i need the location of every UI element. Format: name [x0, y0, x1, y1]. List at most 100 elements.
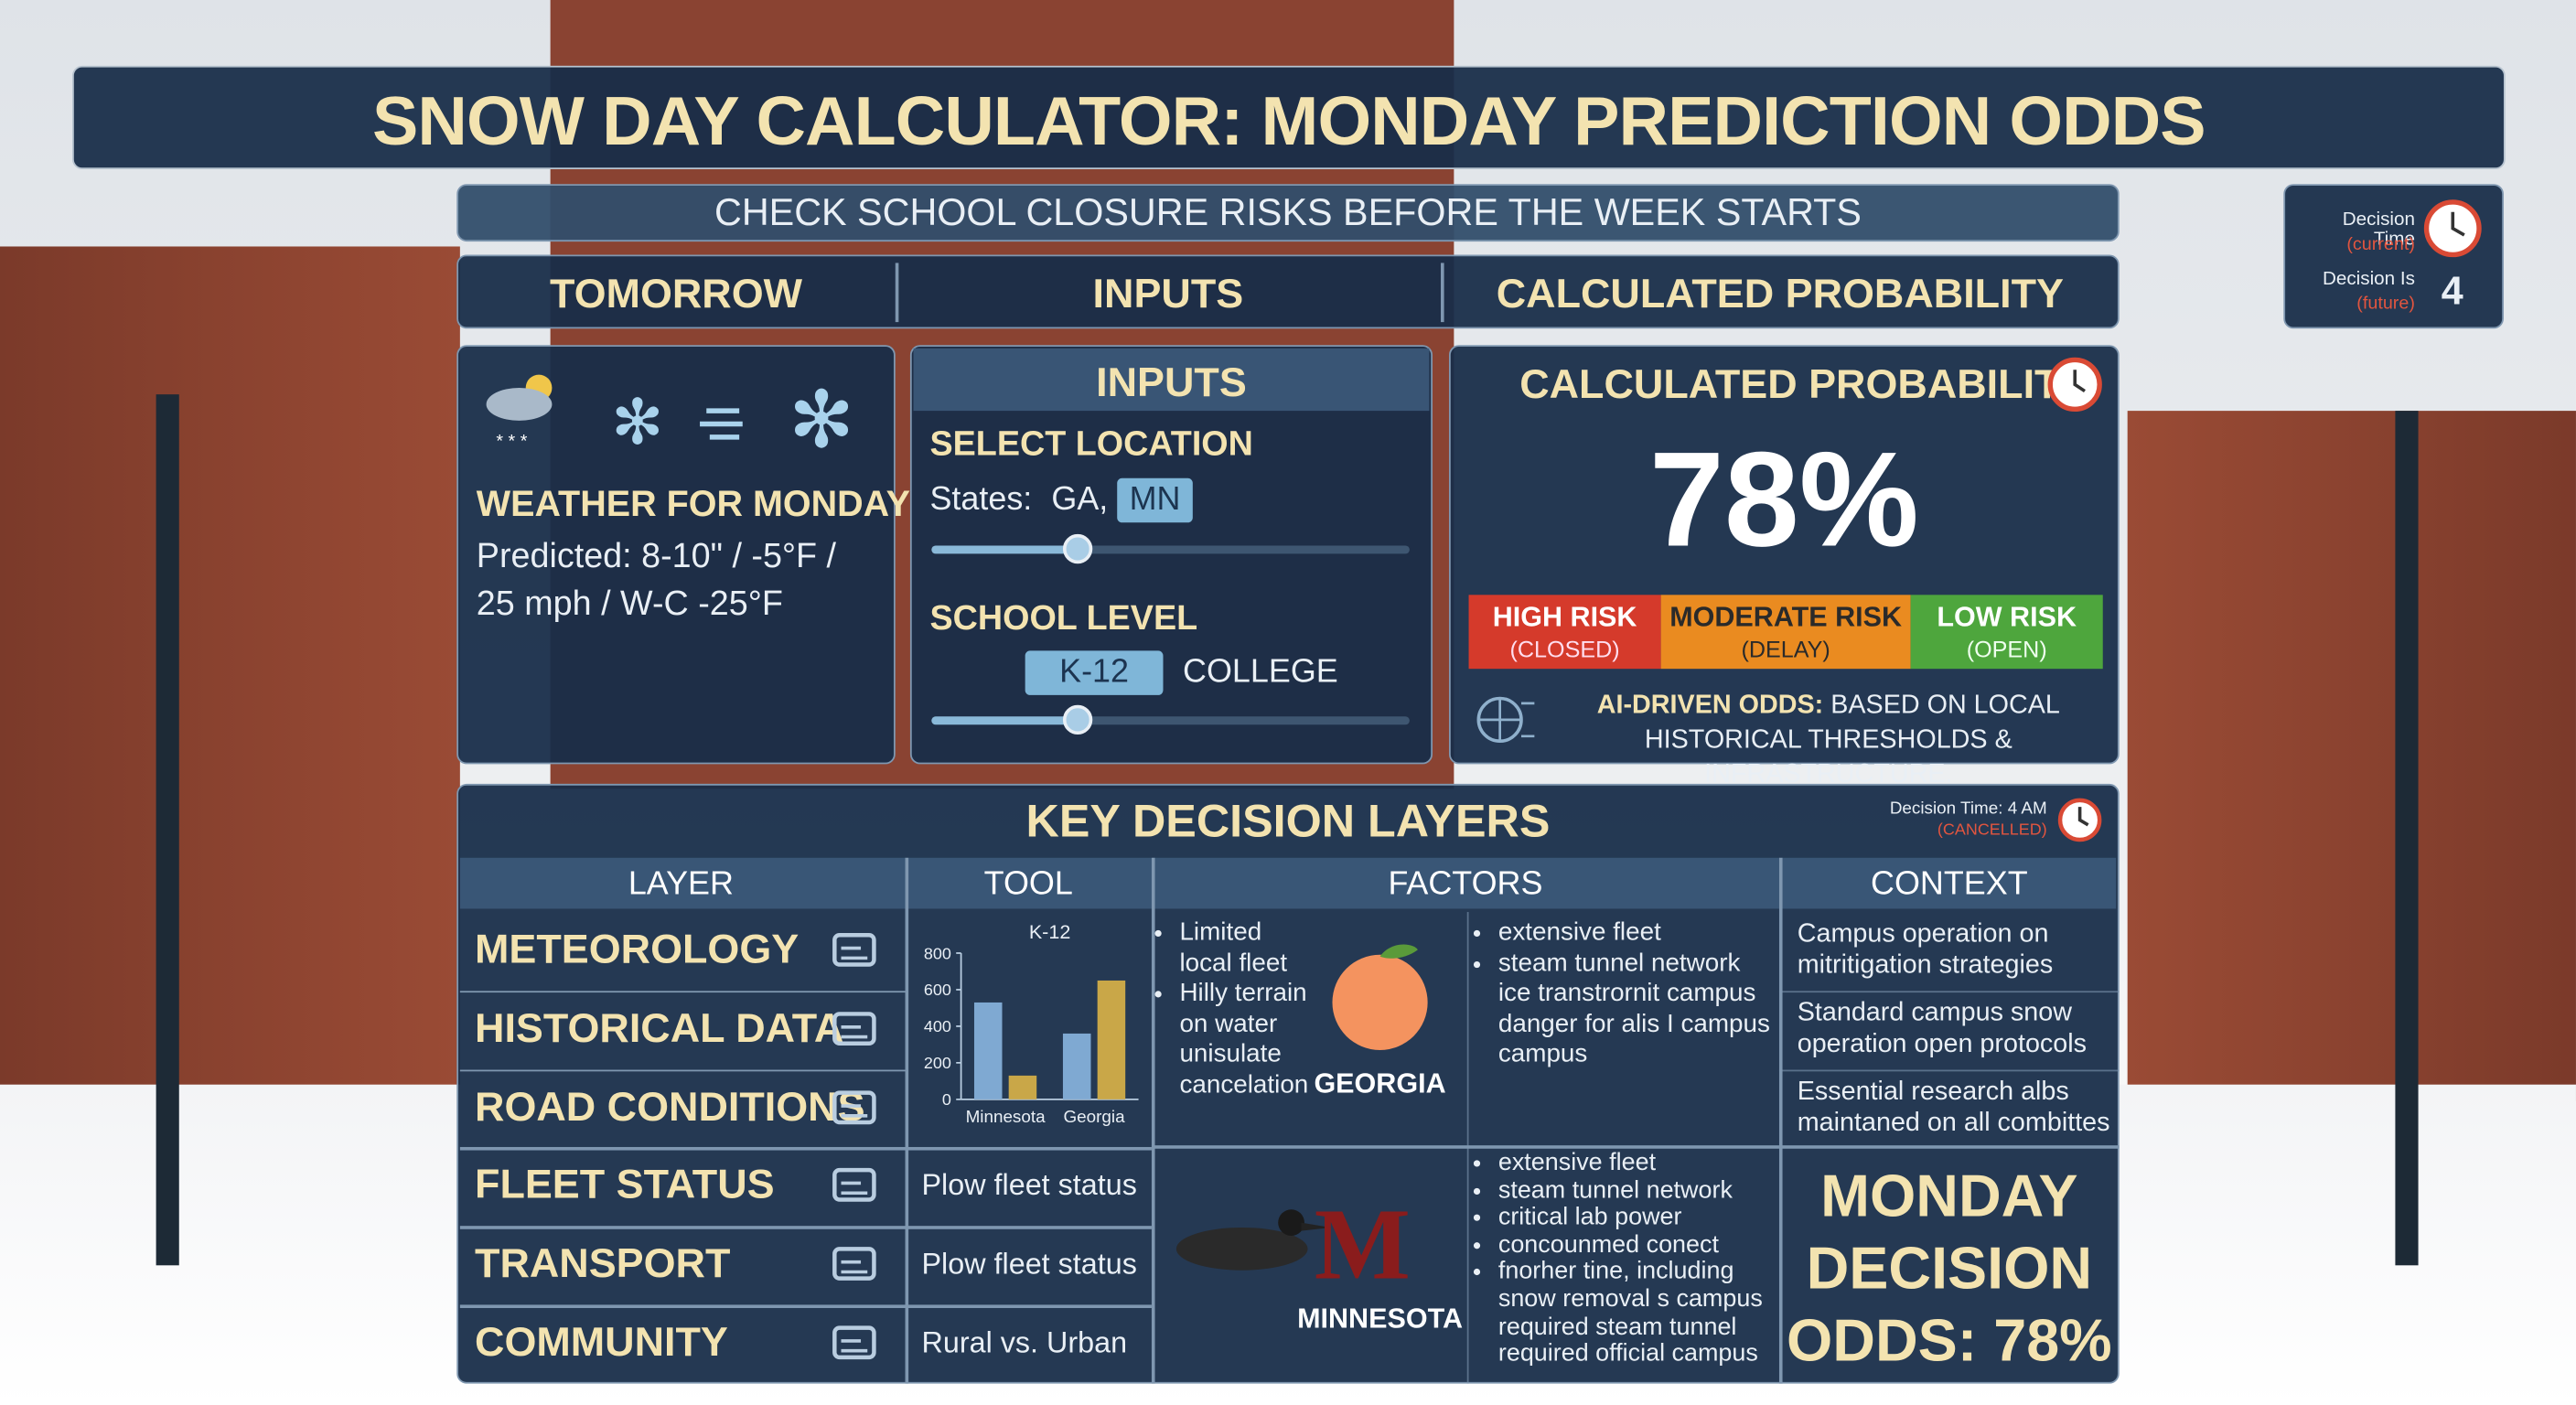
- lamp-post: [2395, 411, 2419, 1266]
- shape: [832, 1089, 876, 1124]
- shape: [2077, 807, 2089, 827]
- column-header: FACTORS: [1388, 865, 1543, 903]
- slider-track: [931, 545, 1410, 554]
- cell-border: [1778, 990, 2120, 992]
- level-option[interactable]: COLLEGE: [1183, 654, 1338, 691]
- layer-icon: [825, 925, 885, 974]
- shape: M: [1315, 1189, 1411, 1285]
- weather-icons: * * * ✻ ✻: [486, 374, 854, 460]
- cell-border: [459, 990, 906, 993]
- badge-time-label: Decision Time: [2342, 209, 2415, 251]
- context-text: Essential research albs maintaned on all…: [1797, 1077, 2110, 1137]
- probability-panel: [1448, 345, 2120, 765]
- shape: [832, 1325, 876, 1360]
- risk-label: MODERATE RISK: [1669, 601, 1903, 633]
- georgia-factors-right: extensive fleetsteam tunnel network ice …: [1482, 918, 1775, 1070]
- cell-border: [905, 857, 908, 1384]
- states-label: States:: [929, 481, 1033, 518]
- cell-border: [459, 1304, 906, 1308]
- shape: [1175, 1227, 1308, 1271]
- location-label: SELECT LOCATION: [929, 425, 1253, 464]
- minnesota-icons: M: [1175, 1189, 1411, 1285]
- factor: steam tunnel network: [1498, 1176, 1775, 1205]
- shape: [841, 1024, 868, 1039]
- shape: [700, 408, 743, 440]
- cell-border: [459, 1068, 906, 1072]
- layer-icon: [825, 1318, 885, 1367]
- slider-knob[interactable]: [1062, 533, 1093, 564]
- tab[interactable]: CALCULATED PROBABILITY: [1496, 271, 2064, 317]
- layer-icon: [825, 1082, 885, 1132]
- bullet-list: extensive fleetsteam tunnel networkcriti…: [1482, 1149, 1775, 1368]
- subtitle-bar: [456, 184, 2120, 242]
- shape: [1301, 1222, 1331, 1231]
- shape: [841, 946, 868, 960]
- subtitle: CHECK SCHOOL CLOSURE RISKS BEFORE THE WE…: [714, 190, 1862, 234]
- bullet-list: Limited local fleetHilly terrain on wate…: [1163, 918, 1314, 1100]
- inputs-panel: [909, 345, 1433, 765]
- shape: * * *: [496, 432, 527, 452]
- badge-time-note: (current): [2346, 234, 2415, 255]
- risk-note: (DELAY): [1741, 636, 1830, 662]
- tab[interactable]: TOMORROW: [550, 271, 803, 317]
- factor: critical lab power: [1498, 1204, 1775, 1232]
- level-option-selected[interactable]: K-12: [1025, 650, 1164, 695]
- risk-note: (OPEN): [1966, 636, 2047, 662]
- clock-icon: [2047, 357, 2102, 413]
- layer-name: ROAD CONDITIONS: [475, 1083, 865, 1131]
- cell-border: [905, 1226, 1152, 1229]
- shape: [1379, 944, 1418, 959]
- icon: [832, 1247, 876, 1282]
- tab-divider: [1441, 263, 1444, 323]
- shape: [841, 1260, 868, 1274]
- x-tick-label: Georgia: [1064, 1107, 1126, 1126]
- y-tick-label: 600: [924, 981, 951, 999]
- layer-name: COMMUNITY: [475, 1319, 728, 1366]
- bullet-list: extensive fleetsteam tunnel network ice …: [1482, 918, 1775, 1070]
- shape: [832, 1011, 876, 1046]
- georgia-factors-left: Limited local fleetHilly terrain on wate…: [1163, 918, 1314, 1100]
- shape: [832, 1168, 876, 1203]
- layer-name: TRANSPORT: [475, 1240, 731, 1287]
- state-option-selected[interactable]: MN: [1117, 477, 1193, 523]
- shape: ✻: [789, 377, 854, 460]
- tool-chart-holder: K-12 0 200 400 600 800 Minnesota Georgia: [906, 912, 1152, 1145]
- level-label: SCHOOL LEVEL: [929, 599, 1198, 638]
- ai-label: AI-DRIVEN ODDS:: [1596, 692, 1824, 720]
- shape: [486, 387, 553, 421]
- inputs-header-bg: [913, 348, 1430, 412]
- tool-text: Plow fleet status: [921, 1169, 1137, 1202]
- shape: [2073, 370, 2086, 393]
- cell-border: [459, 1226, 906, 1229]
- layer-name: HISTORICAL DATA: [475, 1005, 844, 1052]
- column-header: CONTEXT: [1871, 865, 2028, 903]
- risk-box: [1660, 595, 1911, 670]
- peach-icon: [1332, 944, 1428, 1050]
- badge-is-note: (future): [2356, 294, 2415, 315]
- state-option[interactable]: GA,: [1051, 481, 1109, 518]
- bar: [1097, 980, 1126, 1099]
- slider-track: [931, 716, 1410, 725]
- cell-border: [905, 1147, 1152, 1151]
- layer-icon: [825, 1003, 885, 1053]
- risk-label: HIGH RISK: [1492, 601, 1637, 633]
- x-tick-label: Minnesota: [966, 1107, 1046, 1126]
- probability-value: 78%: [1648, 425, 1919, 575]
- cell-border: [1466, 912, 1469, 1384]
- page-title: SNOW DAY CALCULATOR: MONDAY PREDICTION O…: [372, 81, 2206, 160]
- clock-icon: [2057, 798, 2102, 842]
- slider-knob[interactable]: [1062, 704, 1093, 735]
- risk-box: [1468, 595, 1661, 670]
- factor: Limited local fleet: [1179, 918, 1314, 979]
- probability-title: CALCULATED PROBABILITY: [1519, 361, 2088, 408]
- inputs-title: INPUTS: [1096, 359, 1247, 406]
- shape: [1278, 1209, 1304, 1236]
- cell-border: [1778, 1068, 2120, 1071]
- tab[interactable]: INPUTS: [1092, 271, 1244, 317]
- layers-title: KEY DECISION LAYERS: [1025, 795, 1551, 847]
- context-text: Campus operation on mitritigation strate…: [1797, 920, 2054, 980]
- clock-icon: [2423, 199, 2482, 258]
- icon: [832, 1011, 876, 1046]
- icon: [832, 1168, 876, 1203]
